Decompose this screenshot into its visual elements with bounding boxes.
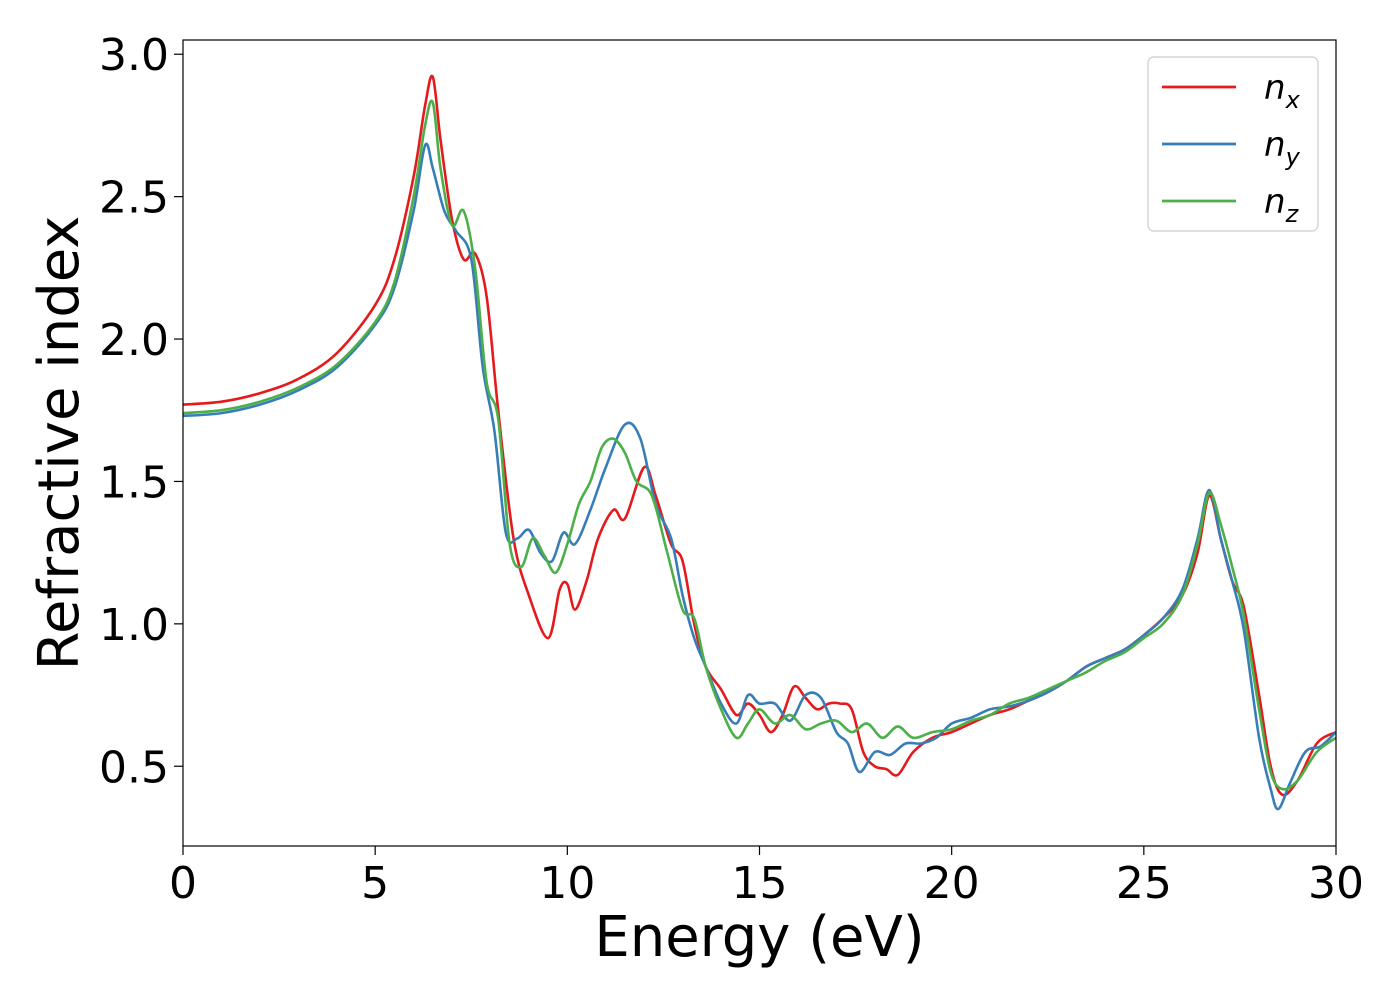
x-tick-label: 25 (1116, 858, 1172, 909)
x-tick-label: 20 (924, 858, 980, 909)
y-tick-label: 1.5 (99, 457, 169, 508)
series-line-y (183, 142, 1336, 811)
series-layer (183, 74, 1336, 811)
y-tick-label: 3.0 (99, 30, 169, 81)
y-axis-title: Refractive index (27, 216, 92, 671)
x-tick-label: 0 (169, 858, 197, 909)
y-tick-label: 1.0 (99, 600, 169, 651)
series-line-z (183, 99, 1336, 791)
legend-label-y: ny (1264, 125, 1301, 171)
x-tick-label: 15 (732, 858, 788, 909)
x-axis-title: Energy (eV) (594, 905, 924, 970)
y-tick-label: 2.0 (99, 315, 169, 366)
ticks-layer: 0 5 10 15 20 25 30 0.5 1.0 1.5 2.0 2.5 3.0 (99, 30, 1364, 909)
x-tick-label: 5 (361, 858, 389, 909)
legend-label-z: nz (1264, 182, 1300, 228)
legend-label-x: nx (1264, 68, 1301, 114)
y-tick-label: 0.5 (99, 742, 169, 793)
x-tick-label: 30 (1308, 858, 1364, 909)
y-tick-label: 2.5 (99, 173, 169, 224)
x-tick-label: 10 (539, 858, 595, 909)
legend: nx ny nz (1147, 56, 1319, 232)
